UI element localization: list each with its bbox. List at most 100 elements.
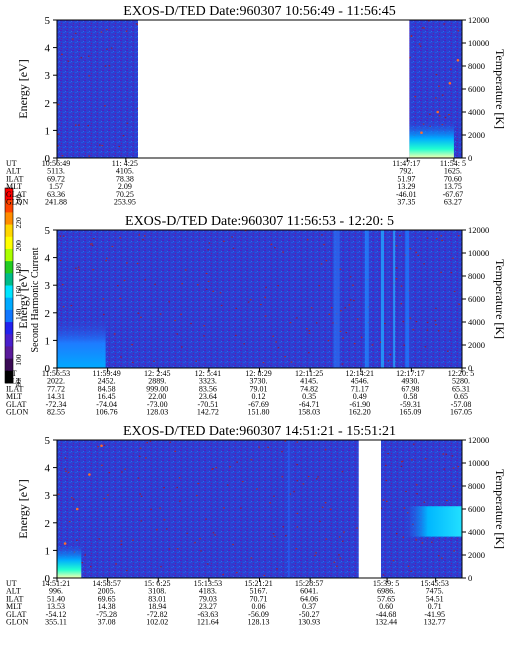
ephemeris-row-label: GLAT	[6, 400, 27, 409]
colorbar-swatch	[5, 212, 13, 225]
ephemeris-value: 128.13	[248, 618, 270, 627]
ephemeris-value: 165.09	[399, 408, 421, 417]
ephemeris-value: -72.34	[46, 400, 67, 409]
ephemeris-value: 7475.	[426, 587, 444, 596]
temperature-axis-label: Temperature [K]	[493, 259, 505, 339]
ephemeris-value: 167.05	[450, 408, 472, 417]
ephemeris-value: 241.88	[45, 198, 67, 207]
panel-title: EXOS-D/TED Date:960307 11:56:53 - 12:20:…	[125, 214, 394, 229]
colorbar-tick-label: 140	[14, 309, 23, 321]
temperature-point	[456, 58, 460, 62]
ephemeris-value: 12:20: 5	[448, 369, 474, 378]
streak	[364, 230, 369, 368]
colorbar-swatch	[5, 273, 13, 286]
data-gap	[358, 440, 381, 578]
ephemeris-value: -74.04	[96, 400, 117, 409]
ephemeris-value: 0.71	[428, 602, 442, 611]
hot-spot	[409, 122, 454, 158]
colorbar-tick-label: 180	[14, 263, 23, 275]
ephemeris-value: 83.01	[148, 594, 166, 603]
colorbar-swatch	[5, 334, 13, 347]
energy-axis-label: Energy [eV]	[16, 479, 30, 538]
ephemeris-value: 37.35	[397, 198, 415, 207]
ephemeris-value: 3323.	[199, 377, 217, 386]
ephemeris-value: -59.31	[400, 400, 421, 409]
ephemeris-value: 2022.	[47, 377, 65, 386]
energy-tick-label: 4	[45, 253, 51, 265]
ephemeris-value: -50.27	[299, 610, 320, 619]
energy-tick-label: 0	[45, 573, 51, 585]
ephemeris-value: 106.76	[96, 408, 118, 417]
ephemeris-value: 0.37	[302, 602, 316, 611]
ephemeris-value: 996.	[49, 587, 63, 596]
colorbar-tick-label: 80	[14, 379, 23, 387]
ephemeris-value: 12: 5:41	[195, 369, 221, 378]
temperature-tick-label: 0	[468, 153, 472, 163]
temperature-tick-label: 0	[468, 573, 472, 583]
ephemeris-value: 15:21:21	[244, 579, 272, 588]
energy-tick-label: 0	[45, 363, 51, 375]
ephemeris-value: 0.06	[252, 602, 266, 611]
ephemeris-value: 151.80	[248, 408, 270, 417]
energy-tick-label: 3	[45, 280, 51, 292]
ephemeris-row-label: MLT	[6, 602, 22, 611]
streak	[333, 230, 340, 368]
ephemeris-value: 64.06	[300, 594, 318, 603]
ephemeris-row-label: ILAT	[6, 174, 23, 183]
ephemeris-value: -73.00	[147, 400, 168, 409]
energy-tick-label: 3	[45, 490, 51, 502]
hot-spot	[57, 318, 106, 368]
ephemeris-value: 142.72	[197, 408, 219, 417]
streak	[405, 230, 410, 368]
ephemeris-value: 83.56	[199, 384, 217, 393]
ephemeris-value: 15: 6:25	[144, 579, 170, 588]
ephemeris-value: 4105.	[116, 167, 134, 176]
ephemeris-value: 13.75	[444, 182, 462, 191]
ephemeris-value: 23.27	[199, 602, 217, 611]
ephemeris-row-label: GLAT	[6, 190, 27, 199]
ephemeris-value: 0.60	[379, 602, 393, 611]
colorbar-swatch	[5, 346, 13, 360]
streak	[287, 440, 290, 578]
ephemeris-row-label: ILAT	[6, 594, 23, 603]
ephemeris-value: 3730.	[250, 377, 268, 386]
temperature-tick-label: 12000	[468, 225, 489, 235]
temperature-point	[100, 444, 103, 448]
ephemeris-value: 11:59:49	[93, 369, 121, 378]
colorbar-tick-label: 240	[14, 194, 23, 206]
ephemeris-value: 158.03	[298, 408, 320, 417]
ephemeris-value: 79.01	[250, 384, 268, 393]
ephemeris-value: -61.90	[349, 400, 370, 409]
colorbar-label: Second Harmonic Current	[30, 247, 41, 352]
ephemeris-value: 13.29	[397, 182, 415, 191]
colorbar-swatch	[5, 309, 13, 323]
ephemeris-value: 22.00	[148, 392, 166, 401]
ephemeris-value: 14.31	[47, 392, 65, 401]
ephemeris-value: 12: 2:45	[144, 369, 170, 378]
panel-title: EXOS-D/TED Date:960307 10:56:49 - 11:56:…	[123, 4, 395, 19]
colorbar-swatch	[5, 236, 13, 250]
energy-tick-label: 4	[45, 43, 51, 55]
colorbar: 240 220 200 180 160 140 120 100 80 Second Harmoni…	[4, 187, 41, 387]
energy-tick-label: 3	[45, 70, 51, 82]
ephemeris-value: 78.38	[116, 174, 134, 183]
ephemeris-value: 71.17	[351, 384, 369, 393]
ephemeris-value: 15:28:57	[295, 579, 323, 588]
temperature-tick-label: 2000	[468, 550, 485, 560]
temperature-tick-label: 10000	[468, 38, 489, 48]
temperature-axis-label: Temperature [K]	[493, 469, 505, 549]
colorbar-swatch	[5, 261, 13, 274]
ephemeris-value: 70.71	[250, 594, 268, 603]
ephemeris-row-label: UT	[6, 369, 17, 378]
ephemeris-value: 4145.	[300, 377, 318, 386]
ephemeris-value: 1.57	[49, 182, 63, 191]
colorbar-swatch	[5, 297, 13, 311]
temperature-tick-label: 4000	[468, 107, 485, 117]
ephemeris-value: -64.71	[299, 400, 320, 409]
ephemeris-value: 70.60	[444, 174, 462, 183]
temperature-point	[88, 473, 91, 476]
colorbar-swatch	[5, 188, 13, 201]
temperature-point	[75, 507, 79, 511]
temperature-tick-label: 10000	[468, 248, 489, 258]
ephemeris-value: 57.65	[377, 594, 395, 603]
